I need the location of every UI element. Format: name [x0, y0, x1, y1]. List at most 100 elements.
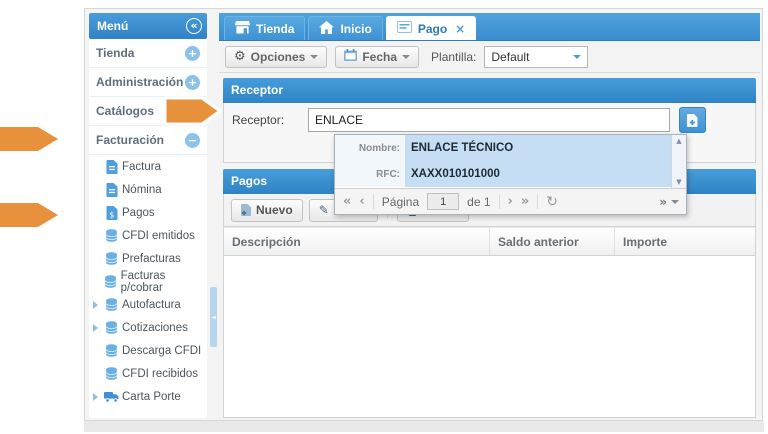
- database-icon: [101, 229, 122, 242]
- item-label: CFDI recibidos: [122, 367, 199, 380]
- close-tab-icon[interactable]: ×: [455, 21, 466, 36]
- pager-overflow-menu[interactable]: »: [659, 195, 679, 209]
- tab-label: Tienda: [256, 21, 295, 36]
- tree-expander-icon[interactable]: [92, 392, 98, 401]
- sidebar-section-catalogos[interactable]: Catálogos: [89, 97, 207, 126]
- tree-expander-icon[interactable]: [92, 323, 98, 332]
- expand-plus-icon[interactable]: +: [185, 74, 200, 90]
- last-page-icon[interactable]: »: [520, 194, 530, 209]
- item-label: CFDI emitidos: [122, 229, 195, 242]
- page-number-input[interactable]: [427, 193, 460, 210]
- item-label: Prefacturas: [122, 252, 181, 265]
- section-label: Tienda: [96, 46, 135, 60]
- payment-document-icon: $: [101, 205, 122, 220]
- item-label: Factura: [122, 160, 161, 173]
- collapse-minus-icon[interactable]: −: [185, 132, 200, 148]
- chevron-down-icon: [402, 54, 411, 59]
- receptor-field-label: Receptor:: [232, 113, 285, 127]
- dropdown-scrollbar[interactable]: ▲ ▼: [671, 135, 686, 188]
- scroll-down-icon[interactable]: ▼: [676, 178, 682, 186]
- document-icon: [101, 159, 122, 174]
- selected-value: Default: [491, 49, 530, 64]
- suggestion-item-selected[interactable]: Nombre: ENLACE TÉCNICO RFC: XAXX01010100…: [335, 135, 671, 187]
- column-header-importe[interactable]: Importe: [623, 234, 668, 249]
- sidebar-item-prefacturas[interactable]: Prefacturas: [89, 247, 207, 270]
- sidebar-section-tienda[interactable]: Tienda +: [89, 39, 207, 68]
- tree-expander-icon[interactable]: [92, 300, 98, 309]
- sidebar-item-descarga-cfdi[interactable]: Descarga CFDI: [89, 339, 207, 362]
- sidebar-section-administracion[interactable]: Administración +: [89, 68, 207, 97]
- prev-page-icon[interactable]: ‹: [359, 194, 365, 209]
- pagina-label: Página: [381, 194, 420, 209]
- refresh-icon[interactable]: ↻: [546, 193, 558, 210]
- database-icon: [101, 275, 121, 288]
- svg-text:$: $: [109, 210, 114, 219]
- main-area: Tienda Inicio Pago ×: [219, 13, 760, 418]
- app-window: Menú « Tienda + Administración + Catálog…: [84, 8, 763, 421]
- pager-separator: [498, 194, 500, 209]
- item-label: Facturas p/cobrar: [120, 269, 166, 294]
- database-icon: [101, 298, 122, 311]
- button-label: Fecha: [362, 49, 398, 64]
- nuevo-button[interactable]: Nuevo: [231, 198, 303, 222]
- sidebar-item-pagos[interactable]: $ Pagos: [89, 201, 207, 224]
- sidebar-item-facturas-pcobrar[interactable]: Facturas p/cobrar: [89, 269, 207, 294]
- tab-pago[interactable]: Pago ×: [385, 16, 477, 40]
- top-toolbar: ⚙ Opciones Fecha Plantilla: Default: [219, 41, 760, 73]
- chevron-down-icon: [310, 54, 319, 59]
- sidebar-splitter: ◄: [207, 13, 219, 418]
- collapse-sidebar-icon[interactable]: «: [186, 18, 202, 34]
- button-label: Opciones: [250, 49, 306, 64]
- column-header-descripcion[interactable]: Descripción: [224, 228, 490, 255]
- receptor-input[interactable]: [308, 108, 670, 132]
- database-icon: [101, 367, 122, 380]
- section-label: Facturación: [96, 133, 165, 147]
- document-plus-icon: [687, 113, 698, 127]
- button-label: Nuevo: [256, 203, 293, 217]
- payment-form-icon: [396, 21, 412, 36]
- splitter-collapse-handle[interactable]: ◄: [210, 287, 217, 347]
- pager-separator: [372, 194, 374, 209]
- first-page-icon[interactable]: «: [343, 194, 352, 209]
- sidebar-item-factura[interactable]: Factura: [89, 155, 207, 178]
- receptor-panel-header: Receptor: [223, 78, 756, 103]
- sidebar-item-nomina[interactable]: Nómina: [89, 178, 207, 201]
- fecha-button[interactable]: Fecha: [335, 45, 420, 68]
- scroll-up-icon[interactable]: ▲: [676, 137, 682, 145]
- item-label: Autofactura: [122, 298, 181, 311]
- sidebar-item-carta-porte[interactable]: Carta Porte: [89, 385, 207, 408]
- tab-label: Inicio: [340, 21, 372, 36]
- expand-plus-icon[interactable]: +: [185, 45, 200, 61]
- nombre-label: Nombre:: [335, 135, 405, 161]
- annotation-arrow-pagos: [0, 203, 58, 227]
- arrow-shape: [0, 127, 58, 151]
- rfc-value: XAXX010101000: [405, 161, 671, 187]
- sidebar-item-cotizaciones[interactable]: Cotizaciones: [89, 316, 207, 339]
- column-header-saldo-anterior[interactable]: Saldo anterior: [490, 228, 615, 255]
- pencil-icon: ✎: [318, 203, 329, 217]
- sidebar-header: Menú «: [89, 13, 207, 39]
- page-count-label: de 1: [467, 194, 491, 209]
- overflow-icon: »: [659, 194, 667, 209]
- item-label: Nómina: [122, 183, 162, 196]
- item-label: Carta Porte: [122, 390, 181, 403]
- tab-tienda[interactable]: Tienda: [224, 16, 306, 40]
- next-page-icon[interactable]: ›: [507, 194, 513, 209]
- add-receptor-button[interactable]: [679, 107, 706, 133]
- nombre-value: ENLACE TÉCNICO: [405, 135, 671, 161]
- pagos-grid-header: Descripción Saldo anterior Importe: [223, 227, 756, 256]
- home-icon: [319, 20, 335, 37]
- sidebar-item-cfdi-emitidos[interactable]: CFDI emitidos: [89, 224, 207, 247]
- item-label: Pagos: [122, 206, 155, 219]
- sidebar-section-facturacion[interactable]: Facturación −: [89, 126, 207, 155]
- sidebar-item-cfdi-recibidos[interactable]: CFDI recibidos: [89, 362, 207, 385]
- chevron-down-icon: [671, 199, 679, 204]
- chevron-down-icon: [573, 54, 582, 59]
- plantilla-select[interactable]: Default: [484, 45, 589, 68]
- calendar-icon: [344, 49, 358, 64]
- sidebar-item-autofactura[interactable]: Autofactura: [89, 293, 207, 316]
- store-icon: [235, 20, 250, 37]
- tab-inicio[interactable]: Inicio: [308, 16, 383, 40]
- opciones-button[interactable]: ⚙ Opciones: [225, 45, 328, 68]
- rfc-label: RFC:: [335, 161, 405, 187]
